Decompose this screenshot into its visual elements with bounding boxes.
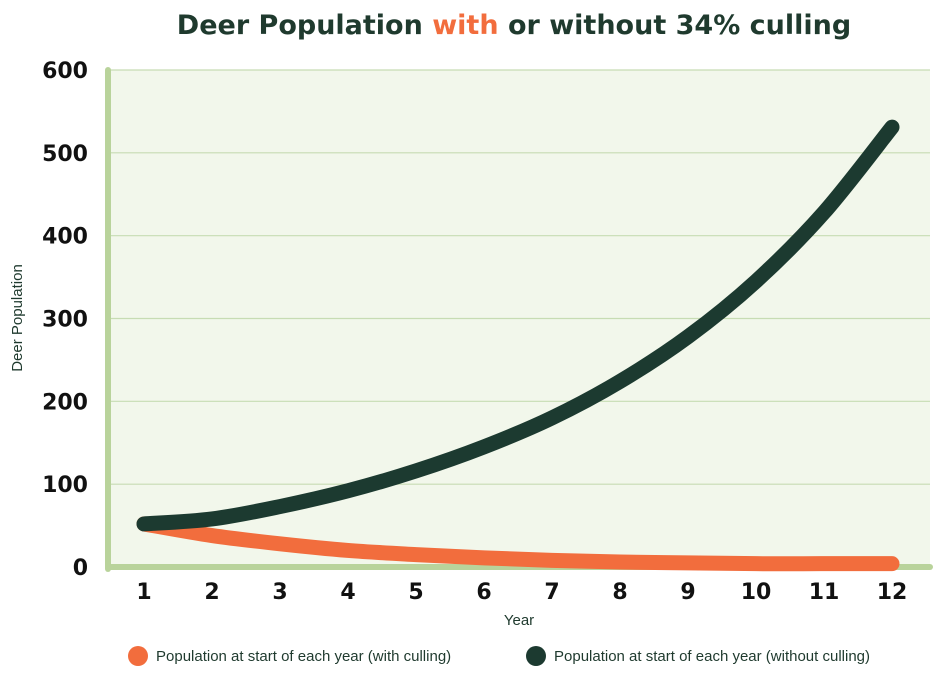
x-tick-5: 5 [408, 580, 423, 605]
series-line-without-culling [136, 119, 900, 532]
series-lines [136, 119, 900, 572]
x-tick-12: 12 [877, 580, 908, 605]
series-line-with-culling [136, 516, 900, 572]
title-suffix: or without 34% culling [499, 10, 852, 41]
y-tick-0: 0 [73, 556, 88, 581]
y-tick-400: 400 [42, 225, 88, 250]
x-tick-3: 3 [272, 580, 287, 605]
title-prefix: Deer Population [177, 10, 432, 41]
chart-title: Deer Population with or without 34% cull… [177, 10, 851, 41]
y-axis-ticks: 0 100 200 300 400 500 600 [42, 59, 88, 581]
x-tick-10: 10 [741, 580, 772, 605]
legend-label-without-culling: Population at start of each year (withou… [554, 648, 870, 665]
legend: Population at start of each year (with c… [128, 646, 870, 666]
x-tick-7: 7 [544, 580, 559, 605]
x-tick-9: 9 [680, 580, 695, 605]
x-axis-label: Year [504, 612, 534, 629]
x-tick-4: 4 [340, 580, 355, 605]
legend-label-with-culling: Population at start of each year (with c… [156, 648, 451, 665]
x-tick-1: 1 [136, 580, 151, 605]
x-axis-ticks: 1 2 3 4 5 6 7 8 9 10 11 12 [136, 580, 907, 605]
legend-marker-without-culling [526, 646, 546, 666]
x-tick-6: 6 [476, 580, 491, 605]
x-tick-11: 11 [809, 580, 840, 605]
y-tick-200: 200 [42, 390, 88, 415]
y-tick-500: 500 [42, 142, 88, 167]
y-tick-100: 100 [42, 473, 88, 498]
y-axis-label: Deer Population [9, 264, 26, 372]
x-tick-2: 2 [204, 580, 219, 605]
y-tick-600: 600 [42, 59, 88, 84]
legend-marker-with-culling [128, 646, 148, 666]
title-highlight: with [432, 10, 498, 41]
y-tick-300: 300 [42, 308, 88, 333]
gridlines [108, 69, 930, 485]
x-tick-8: 8 [612, 580, 627, 605]
